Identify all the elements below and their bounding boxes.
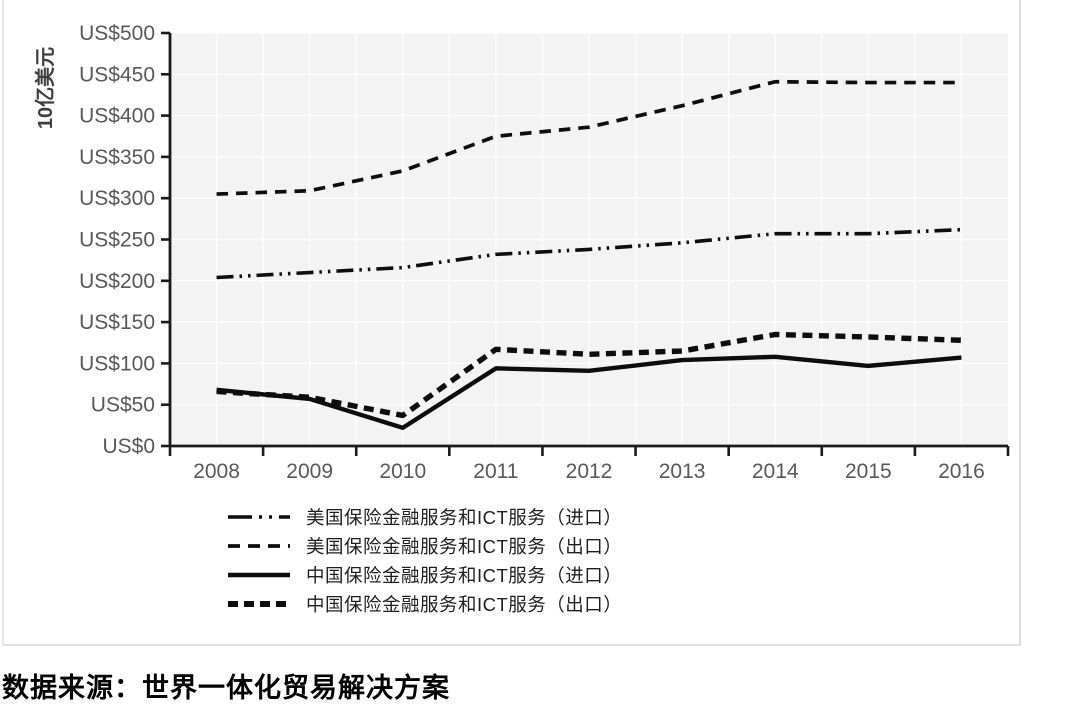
legend-label: 中国保险金融服务和ICT服务（进口） bbox=[306, 565, 623, 586]
legend-label: 美国保险金融服务和ICT服务（出口） bbox=[306, 536, 623, 557]
legend-item-china-imports: 中国保险金融服务和ICT服务（进口） bbox=[228, 564, 622, 586]
legend-item-us-exports: 美国保险金融服务和ICT服务（出口） bbox=[228, 535, 622, 557]
series-line-2 bbox=[216, 354, 962, 431]
line-chart: US$0 US$50 US$100 US$150 US$200 US$250 US$300 U… bbox=[33, 22, 1010, 483]
x-tick-label: 2016 bbox=[938, 460, 985, 483]
x-tick-label: 2009 bbox=[286, 460, 333, 483]
series-line-3 bbox=[216, 331, 962, 419]
chart-legend: 美国保险金融服务和ICT服务（进口） 美国保险金融服务和ICT服务（出口） 中国… bbox=[228, 506, 622, 615]
x-tick-label: 2013 bbox=[659, 460, 706, 483]
x-tick-label: 2015 bbox=[845, 460, 892, 483]
y-tick-label: US$300 bbox=[79, 187, 155, 210]
legend-item-us-imports: 美国保险金融服务和ICT服务（进口） bbox=[228, 506, 622, 528]
y-tick-label: US$400 bbox=[79, 105, 155, 128]
bold-dashed-line-icon bbox=[228, 601, 290, 607]
y-tick-label: US$200 bbox=[79, 270, 155, 293]
legend-label: 中国保险金融服务和ICT服务（出口） bbox=[306, 594, 623, 615]
y-tick-label: US$50 bbox=[91, 394, 155, 417]
solid-line-icon bbox=[228, 572, 290, 578]
x-tick-label: 2008 bbox=[193, 460, 240, 483]
y-tick-label: US$100 bbox=[79, 352, 155, 375]
x-tick-label: 2012 bbox=[566, 460, 613, 483]
dashed-line-icon bbox=[228, 544, 290, 548]
y-tick-label: US$350 bbox=[79, 146, 155, 169]
y-tick-label: US$150 bbox=[79, 311, 155, 334]
x-tick-label: 2011 bbox=[473, 460, 518, 483]
dash-dot-dot-line-icon bbox=[228, 515, 290, 519]
y-tick-label: US$500 bbox=[79, 22, 155, 45]
legend-item-china-exports: 中国保险金融服务和ICT服务（出口） bbox=[228, 593, 622, 615]
data-source-note: 数据来源：世界一体化贸易解决方案 bbox=[2, 673, 450, 703]
y-tick-label: US$250 bbox=[79, 229, 155, 252]
series-line-0 bbox=[216, 227, 962, 280]
x-tick-label: 2010 bbox=[379, 460, 426, 483]
x-tick-label: 2014 bbox=[752, 460, 799, 483]
y-tick-label: US$0 bbox=[102, 435, 155, 458]
y-tick-label: US$450 bbox=[79, 63, 155, 86]
legend-label: 美国保险金融服务和ICT服务（进口） bbox=[306, 507, 623, 528]
y-axis-title: 10亿美元 bbox=[33, 47, 57, 129]
series-line-1 bbox=[216, 79, 962, 196]
